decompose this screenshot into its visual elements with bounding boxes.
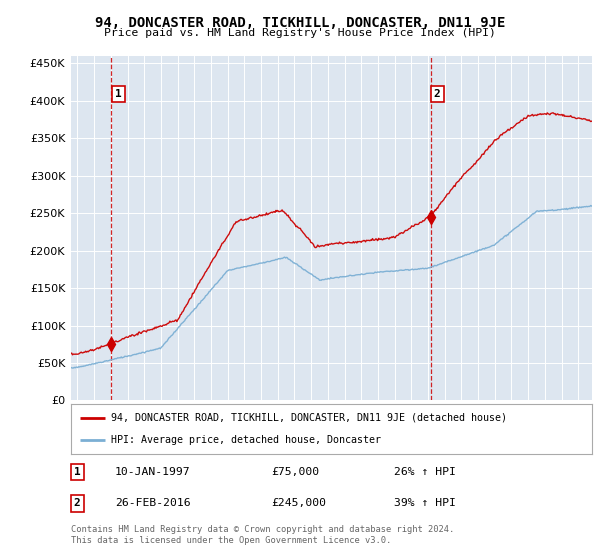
Text: £75,000: £75,000 <box>271 467 319 477</box>
Text: 94, DONCASTER ROAD, TICKHILL, DONCASTER, DN11 9JE (detached house): 94, DONCASTER ROAD, TICKHILL, DONCASTER,… <box>112 413 508 423</box>
Text: Contains HM Land Registry data © Crown copyright and database right 2024.
This d: Contains HM Land Registry data © Crown c… <box>71 525 454 545</box>
Text: £245,000: £245,000 <box>271 498 326 508</box>
Text: 10-JAN-1997: 10-JAN-1997 <box>115 467 191 477</box>
Text: 1: 1 <box>74 467 80 477</box>
Text: 26-FEB-2016: 26-FEB-2016 <box>115 498 191 508</box>
Text: 2: 2 <box>74 498 80 508</box>
Text: 1: 1 <box>115 89 121 99</box>
Text: 26% ↑ HPI: 26% ↑ HPI <box>394 467 455 477</box>
Text: 94, DONCASTER ROAD, TICKHILL, DONCASTER, DN11 9JE: 94, DONCASTER ROAD, TICKHILL, DONCASTER,… <box>95 16 505 30</box>
Text: HPI: Average price, detached house, Doncaster: HPI: Average price, detached house, Donc… <box>112 435 382 445</box>
Text: Price paid vs. HM Land Registry's House Price Index (HPI): Price paid vs. HM Land Registry's House … <box>104 28 496 38</box>
Text: 39% ↑ HPI: 39% ↑ HPI <box>394 498 455 508</box>
Text: 2: 2 <box>434 89 440 99</box>
